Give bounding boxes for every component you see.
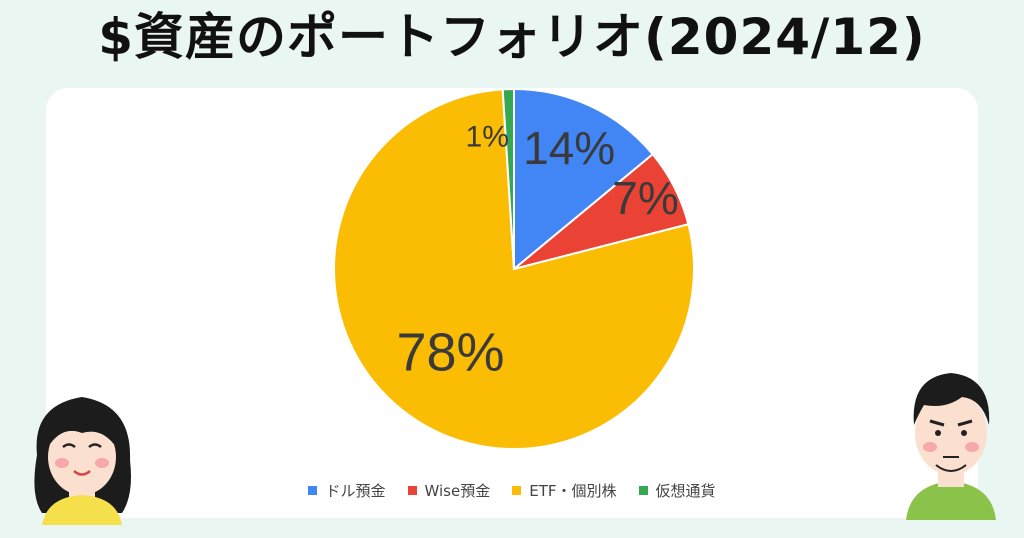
pie-slice-0 xyxy=(513,87,655,272)
legend-swatch xyxy=(638,486,648,495)
pie-slice-3 xyxy=(501,87,515,270)
legend-swatch xyxy=(407,486,417,495)
legend-item-2: ETF・個別株 xyxy=(512,480,617,501)
slice-label-1: 7% xyxy=(612,172,678,224)
legend-label: Wise預金 xyxy=(424,482,491,500)
chart-legend: ドル預金 Wise預金 ETF・個別株 仮想通貨 xyxy=(0,480,1024,501)
slice-label-3: 1% xyxy=(466,120,509,153)
man-icon xyxy=(906,373,996,520)
legend-swatch xyxy=(308,486,318,495)
legend-label: ドル預金 xyxy=(325,482,386,500)
pie-slice-2 xyxy=(333,88,695,450)
legend-item-3: 仮想通貨 xyxy=(638,480,716,501)
woman-icon xyxy=(34,397,131,525)
legend-item-1: Wise預金 xyxy=(407,480,491,501)
page-title: $資産のポートフォリオ(2024/12) xyxy=(98,8,926,66)
legend-label: 仮想通貨 xyxy=(655,482,716,500)
slice-label-0: 14% xyxy=(523,122,615,174)
legend-label: ETF・個別株 xyxy=(529,482,617,500)
legend-swatch xyxy=(512,486,522,495)
legend-item-0: ドル預金 xyxy=(308,480,386,501)
slice-label-2: 78% xyxy=(396,323,504,383)
